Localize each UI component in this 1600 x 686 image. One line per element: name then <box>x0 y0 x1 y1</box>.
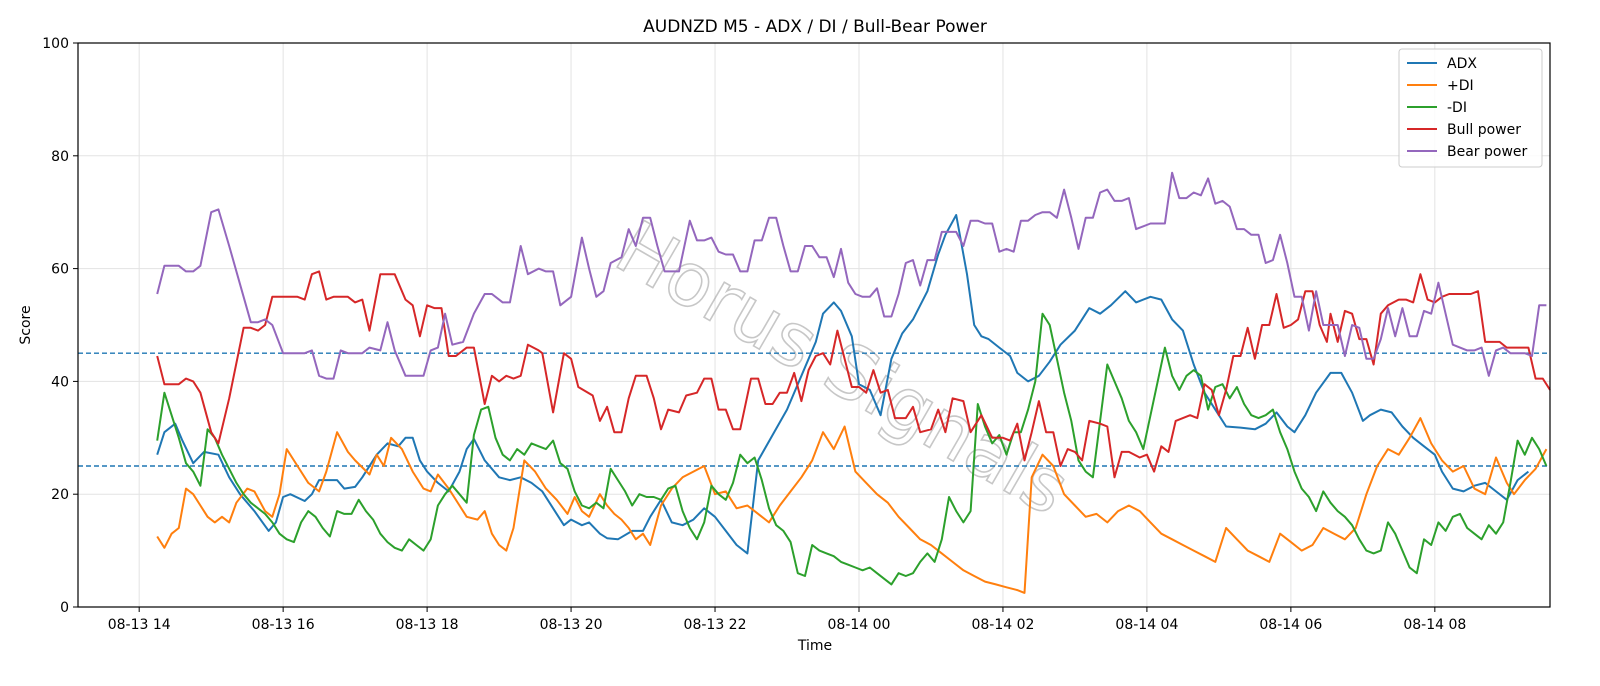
series-line-di <box>156 417 1548 594</box>
plot-frame <box>77 42 1551 608</box>
y-tick-label: 60 <box>51 262 69 278</box>
y-tick-label: 40 <box>51 374 69 390</box>
x-tick-label: 08-14 04 <box>1115 617 1178 633</box>
y-tick-label: 0 <box>60 600 69 616</box>
legend-label: -DI <box>1447 100 1467 116</box>
y-axis-label: Score <box>18 305 34 344</box>
series-line-adx <box>156 214 1530 555</box>
legend-box <box>1398 48 1543 168</box>
x-tick-label: 08-14 02 <box>971 617 1034 633</box>
legend-label: Bull power <box>1447 122 1521 138</box>
y-tick-label: 100 <box>42 36 69 52</box>
x-tick-label: 08-13 22 <box>684 617 747 633</box>
legend-label: Bear power <box>1447 144 1528 160</box>
legend-label: +DI <box>1447 78 1474 94</box>
x-tick-label: 08-13 18 <box>396 617 459 633</box>
x-tick-label: 08-13 16 <box>252 617 315 633</box>
x-axis-label: Time <box>797 638 832 654</box>
y-axis: 0 20 40 60 80 100 <box>42 36 78 616</box>
x-tick-label: 08-13 20 <box>540 617 603 633</box>
reference-lines <box>78 352 1550 467</box>
y-tick-label: 20 <box>51 487 69 503</box>
x-axis: 08-13 14 08-13 16 08-13 18 08-13 20 08-13 22… <box>108 607 1466 633</box>
legend-label: ADX <box>1447 56 1477 72</box>
series-line-bull-power <box>156 270 1551 479</box>
y-tick-label: 80 <box>51 149 69 165</box>
series-line-di <box>156 312 1548 586</box>
x-tick-label: 08-14 00 <box>828 617 891 633</box>
series-layer <box>156 171 1551 594</box>
legend: ADX +DI -DI Bull power Bear power <box>1398 48 1543 168</box>
x-tick-label: 08-13 14 <box>108 617 171 633</box>
chart-title: AUDNZD M5 - ADX / DI / Bull-Bear Power <box>643 17 987 37</box>
x-tick-label: 08-14 08 <box>1403 617 1466 633</box>
series-line-bear-power <box>156 171 1547 380</box>
x-tick-label: 08-14 06 <box>1259 617 1322 633</box>
